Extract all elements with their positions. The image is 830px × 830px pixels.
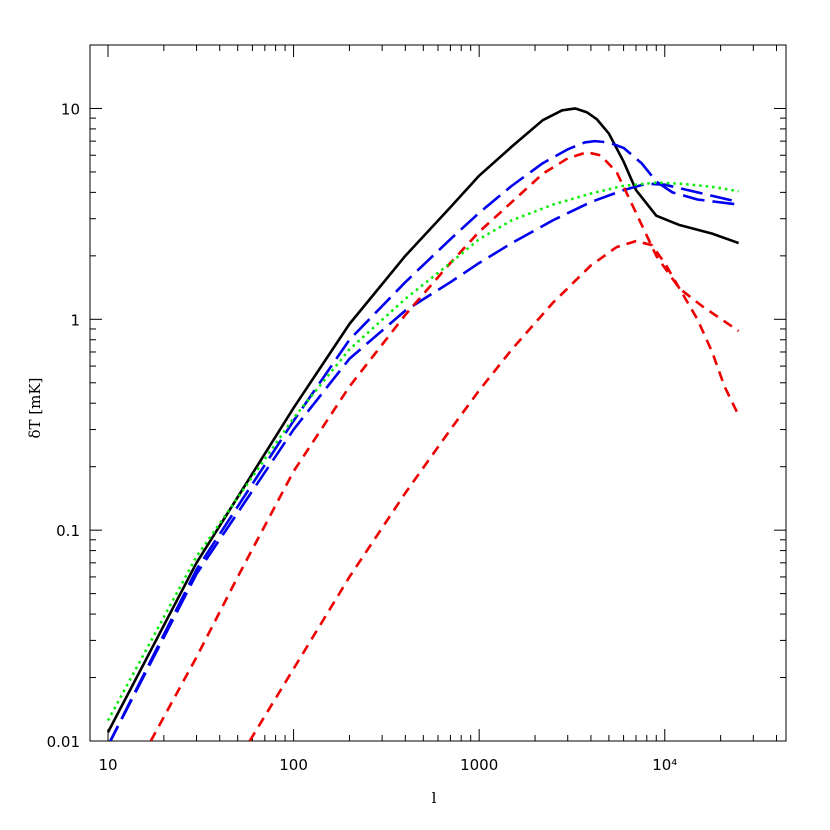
y-tick-label: 0.01	[47, 733, 80, 751]
axis-tick-labels: 10 100 1000 10⁴ 0.01 0.1 1 10	[47, 100, 678, 774]
series-line-4	[149, 150, 740, 741]
series-group	[106, 107, 740, 741]
series-line-6	[106, 181, 739, 722]
y-tick-label: 0.1	[56, 522, 80, 540]
x-axis-label: l	[432, 789, 437, 807]
x-tick-label: 100	[279, 756, 308, 774]
y-tick-label: 10	[61, 100, 80, 118]
y-tick-label: 1	[70, 311, 80, 329]
series-line-1	[106, 107, 740, 733]
x-tick-label: 10	[98, 756, 117, 774]
plot-frame	[89, 44, 787, 742]
axis-ticks	[90, 44, 786, 742]
x-tick-label: 1000	[460, 756, 498, 774]
series-line-2	[108, 139, 739, 741]
series-line-3	[108, 182, 739, 741]
y-axis-label: δT [mK]	[26, 378, 44, 439]
series-line-5	[248, 239, 740, 741]
x-tick-label: 10⁴	[652, 756, 677, 774]
series-layer	[106, 107, 740, 741]
